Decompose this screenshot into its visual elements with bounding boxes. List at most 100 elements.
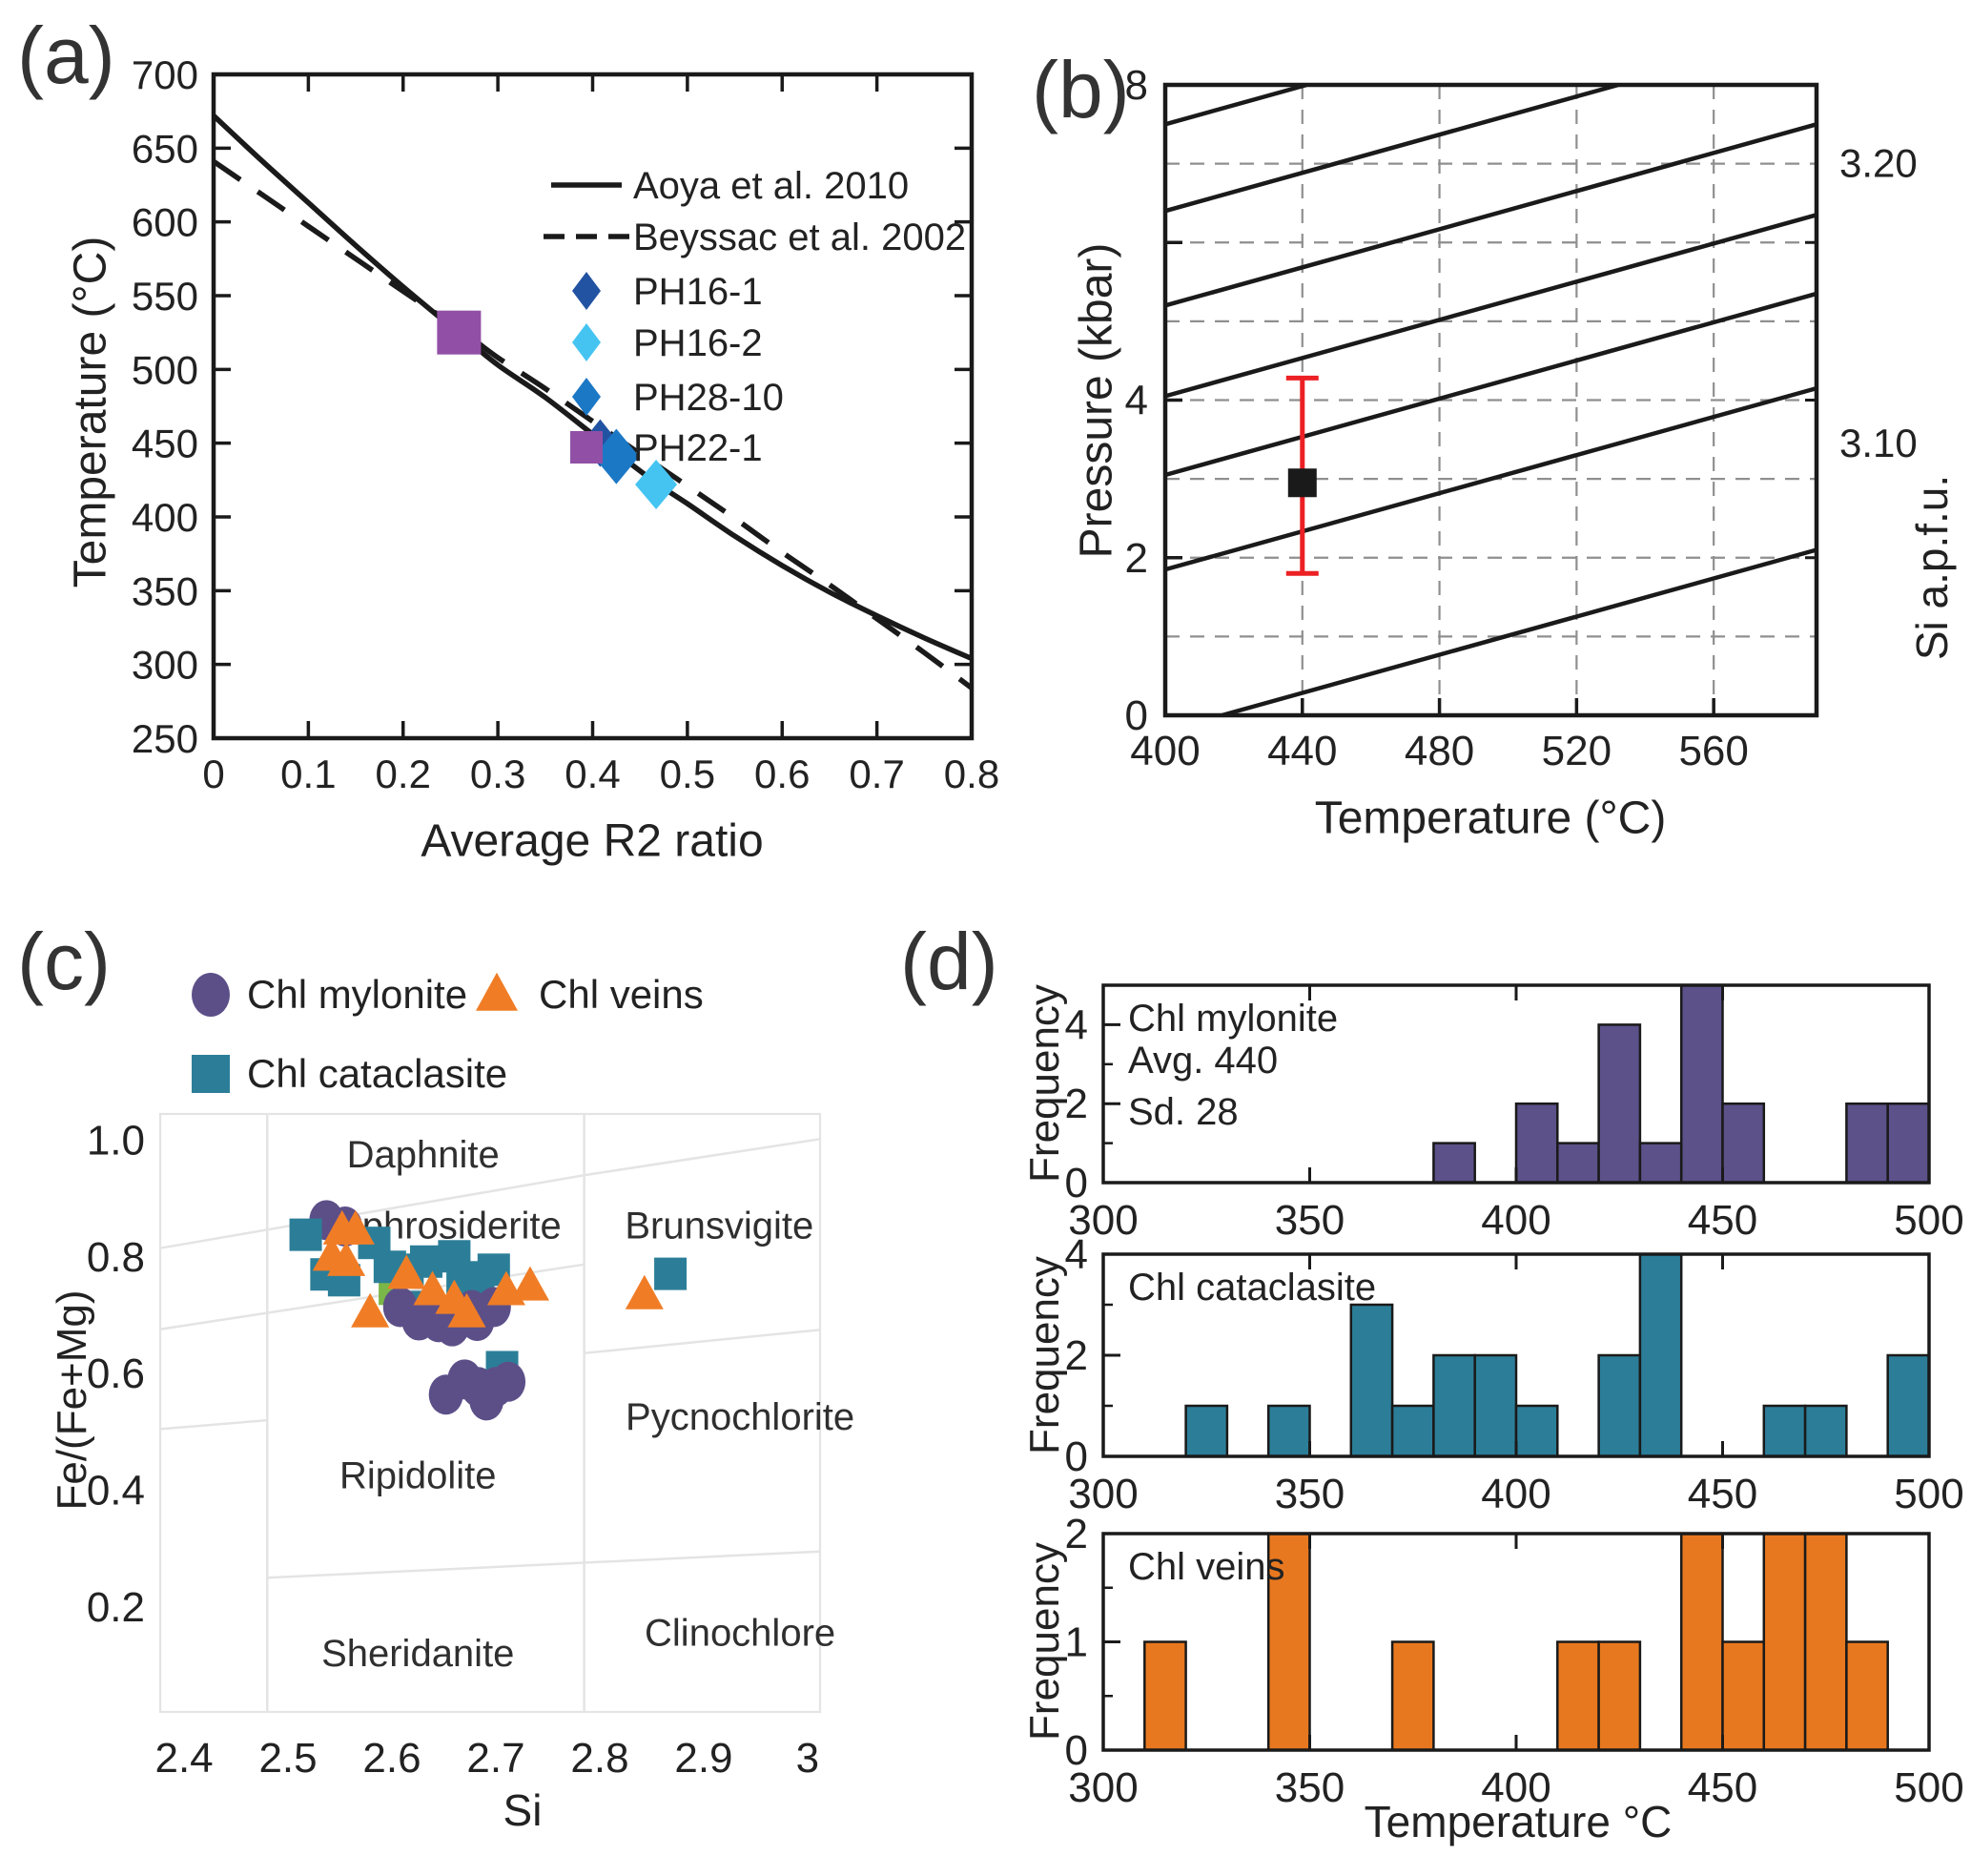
tick-label: 0.3 xyxy=(470,752,525,796)
tick-label: 400 xyxy=(1481,1764,1550,1811)
field-boundary xyxy=(584,1329,821,1355)
histogram-bar xyxy=(1473,1353,1518,1458)
field-label: Pycnochlorite xyxy=(626,1396,854,1438)
panel-label-c: (c) xyxy=(17,917,111,1006)
histogram-bar xyxy=(1514,1102,1559,1185)
histogram-bar xyxy=(1432,1353,1476,1458)
tick-label: 2 xyxy=(1065,1081,1088,1127)
panel-label-d: (d) xyxy=(900,917,998,1006)
tick-label: 0 xyxy=(202,752,224,796)
si-isopleth xyxy=(1164,82,1619,214)
plot-frame-c xyxy=(158,1112,822,1714)
legend-marker-square xyxy=(570,431,603,464)
tick-label: 2.5 xyxy=(258,1735,317,1782)
field-boundary xyxy=(267,1550,821,1579)
tick-label: 4 xyxy=(1125,378,1148,424)
tick-label: 500 xyxy=(1894,1471,1963,1517)
tick-label: 450 xyxy=(1688,1471,1757,1517)
scatter-point-veins xyxy=(413,1270,452,1306)
data-point-PH22-1 xyxy=(437,310,482,355)
tick-label: 4 xyxy=(1065,1001,1088,1048)
scatter-point-veins xyxy=(510,1266,549,1301)
field-label: Brunsvigite xyxy=(625,1205,813,1247)
tick-label: 350 xyxy=(1275,1471,1345,1517)
tick-label: 300 xyxy=(1068,1197,1138,1244)
field-boundary xyxy=(159,1418,268,1431)
legend-label: PH16-2 xyxy=(633,322,763,364)
legend-label: Chl mylonite xyxy=(247,972,467,1017)
tick-label: 2 xyxy=(1065,1332,1088,1379)
tick-label: 0.1 xyxy=(280,752,336,796)
axis-label-c-y: Fe/(Fe+Mg) xyxy=(49,1289,95,1511)
si-isopleth xyxy=(1164,385,1817,572)
histogram-bar xyxy=(1803,1532,1848,1752)
tick-label: 0 xyxy=(1065,1433,1088,1480)
tick-label: 500 xyxy=(132,347,198,392)
scatter-point-cataclasite xyxy=(289,1218,322,1251)
histogram-bar xyxy=(1597,1023,1642,1185)
histogram-annotation: Chl veins xyxy=(1128,1546,1285,1588)
tick-label: 0.5 xyxy=(660,752,715,796)
tick-label: 650 xyxy=(132,126,198,171)
legend-label: PH16-1 xyxy=(633,271,763,313)
histogram-annotation: Chl mylonite xyxy=(1128,998,1338,1040)
histogram-bar xyxy=(1762,1532,1807,1752)
scatter-point-mylonite xyxy=(491,1361,526,1402)
histogram-bar xyxy=(1556,1142,1600,1185)
tick-label: 1.0 xyxy=(87,1118,145,1165)
tick-label: 0 xyxy=(1065,1727,1088,1774)
legend-marker-square xyxy=(192,1055,230,1093)
tick-label: 2.4 xyxy=(154,1735,213,1782)
tick-label: 400 xyxy=(1481,1471,1550,1517)
histogram-bar xyxy=(1638,1142,1683,1185)
legend-marker-circle xyxy=(192,973,230,1017)
tick-label: 700 xyxy=(132,52,198,97)
axis-label-d1-y: Frequency xyxy=(1021,984,1068,1183)
tick-label: 0.7 xyxy=(849,752,904,796)
pt-estimate-point xyxy=(1287,468,1317,498)
tick-label: 2.7 xyxy=(466,1735,524,1782)
field-label: Sheridanite xyxy=(321,1633,514,1675)
tick-label: 4 xyxy=(1065,1231,1088,1278)
tick-label: 400 xyxy=(1130,728,1200,774)
tick-label: 450 xyxy=(1688,1197,1757,1244)
tick-label: 550 xyxy=(132,274,198,319)
histogram-bar xyxy=(1432,1142,1476,1185)
scatter-point-veins xyxy=(336,1209,375,1245)
histogram-bar xyxy=(1556,1640,1600,1752)
scatter-point-veins xyxy=(327,1241,366,1276)
tick-label: 2 xyxy=(1065,1511,1088,1557)
tick-label: 300 xyxy=(132,643,198,688)
tick-label: 400 xyxy=(132,495,198,540)
histogram-bar xyxy=(1266,1404,1311,1458)
tick-label: 1 xyxy=(1065,1619,1088,1666)
histogram-bar xyxy=(1803,1404,1848,1458)
data-point-PH16-2 xyxy=(635,459,678,509)
si-isopleth xyxy=(1164,122,1817,308)
scatter-point-veins xyxy=(447,1292,486,1328)
tick-label: 2 xyxy=(1125,535,1148,582)
legend-label: Aoya et al. 2010 xyxy=(633,165,909,207)
tick-label: 0 xyxy=(1125,692,1148,739)
axis-label-d-x: Temperature °C xyxy=(1364,1797,1673,1846)
legend-label: PH22-1 xyxy=(633,427,763,469)
tick-label: 3 xyxy=(796,1735,819,1782)
tick-label: 480 xyxy=(1405,728,1474,774)
axis-label-d2-y: Frequency xyxy=(1021,1256,1068,1454)
histogram-bar xyxy=(1390,1640,1435,1752)
tick-label: 0.8 xyxy=(944,752,999,796)
axis-label-a-x: Average R2 ratio xyxy=(421,815,764,867)
tick-label: 500 xyxy=(1894,1764,1963,1811)
histogram-bar xyxy=(1184,1404,1229,1458)
legend-label: PH28-10 xyxy=(633,377,784,419)
axis-label-d3-y: Frequency xyxy=(1021,1542,1068,1741)
curve-beyssac xyxy=(212,158,974,691)
histogram-bar xyxy=(1514,1404,1559,1458)
legend-marker-diamond xyxy=(572,323,601,361)
si-isopleth xyxy=(1164,213,1817,399)
tick-label: 0.4 xyxy=(87,1468,145,1515)
panel-label-a: (a) xyxy=(17,10,115,100)
tick-label: 0.2 xyxy=(87,1584,145,1631)
scatter-point-cataclasite xyxy=(654,1257,688,1290)
axis-label-a-y: Temperature (°C) xyxy=(65,236,116,588)
